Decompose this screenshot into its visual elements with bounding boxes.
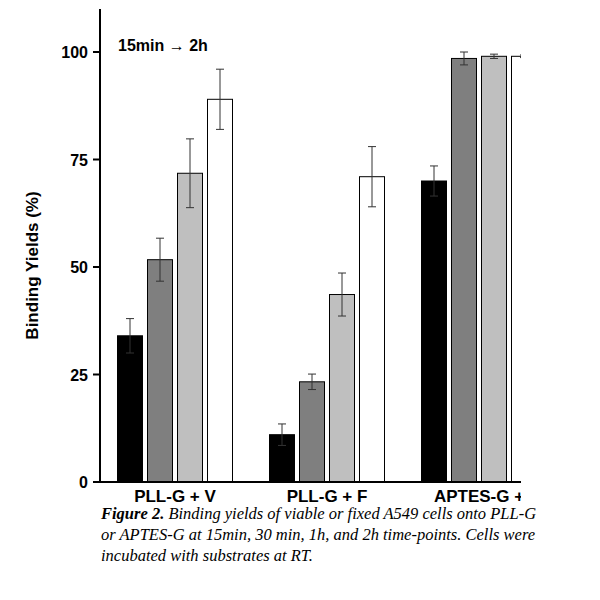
y-tick bbox=[93, 266, 100, 268]
bar bbox=[330, 295, 355, 482]
y-axis bbox=[99, 9, 101, 482]
x-tick-label: PLL-G + V bbox=[134, 487, 216, 506]
error-line bbox=[282, 424, 283, 446]
error-line bbox=[342, 273, 343, 316]
error-bar bbox=[308, 374, 316, 389]
bars bbox=[118, 52, 522, 482]
bar bbox=[360, 177, 385, 482]
error-cap bbox=[490, 54, 498, 55]
error-line bbox=[372, 147, 373, 207]
error-line bbox=[220, 69, 221, 129]
error-cap bbox=[278, 423, 286, 424]
error-bar bbox=[338, 273, 346, 316]
bar bbox=[118, 336, 143, 482]
x-tick-label: APTES-G + bbox=[434, 487, 521, 506]
caption: Figure 2. Binding yields of viable or fi… bbox=[101, 503, 549, 566]
error-bar bbox=[156, 238, 164, 281]
error-cap bbox=[308, 374, 316, 375]
error-cap bbox=[430, 165, 438, 166]
y-tick bbox=[93, 51, 100, 53]
error-bar bbox=[490, 54, 498, 58]
caption-label: Figure 2. bbox=[101, 504, 164, 523]
error-cap bbox=[460, 64, 468, 65]
bar bbox=[482, 56, 507, 482]
x-tick-label: PLL-G + F bbox=[287, 487, 368, 506]
y-axis-label: Binding Yields (%) bbox=[23, 191, 42, 339]
bar bbox=[300, 382, 325, 482]
y-tick-label: 75 bbox=[70, 152, 88, 169]
error-bar bbox=[216, 69, 224, 129]
y-tick bbox=[93, 481, 100, 483]
error-cap bbox=[216, 69, 224, 70]
caption-text: Binding yields of viable or fixed A549 c… bbox=[101, 504, 536, 565]
error-bar bbox=[520, 55, 521, 58]
error-cap bbox=[278, 445, 286, 446]
error-line bbox=[494, 54, 495, 58]
error-cap bbox=[156, 281, 164, 282]
error-cap bbox=[186, 207, 194, 208]
error-cap bbox=[520, 57, 521, 58]
error-cap bbox=[368, 146, 376, 147]
error-cap bbox=[216, 129, 224, 130]
error-line bbox=[434, 166, 435, 196]
bar bbox=[178, 173, 203, 482]
error-cap bbox=[368, 206, 376, 207]
error-cap bbox=[338, 316, 346, 317]
error-bar bbox=[460, 52, 468, 65]
error-cap bbox=[430, 196, 438, 197]
error-bar bbox=[186, 139, 194, 208]
error-cap bbox=[338, 273, 346, 274]
bar bbox=[208, 99, 233, 482]
error-cap bbox=[186, 138, 194, 139]
bar bbox=[512, 56, 522, 482]
error-bar bbox=[126, 319, 134, 353]
y-tick bbox=[93, 374, 100, 376]
error-line bbox=[312, 374, 313, 389]
error-cap bbox=[308, 389, 316, 390]
bar bbox=[148, 260, 173, 482]
error-cap bbox=[126, 318, 134, 319]
annotation: 15min → 2h bbox=[118, 37, 208, 54]
error-cap bbox=[520, 55, 521, 56]
y-tick-label: 100 bbox=[61, 44, 88, 61]
y-tick-label: 0 bbox=[79, 474, 88, 491]
error-cap bbox=[156, 238, 164, 239]
error-cap bbox=[490, 58, 498, 59]
bar bbox=[422, 181, 447, 482]
y-tick-label: 25 bbox=[70, 367, 88, 384]
error-cap bbox=[460, 52, 468, 53]
x-axis bbox=[99, 481, 521, 483]
error-line bbox=[130, 319, 131, 353]
error-bar bbox=[278, 424, 286, 446]
error-line bbox=[190, 139, 191, 208]
bar bbox=[452, 58, 477, 482]
error-line bbox=[464, 52, 465, 65]
error-cap bbox=[126, 353, 134, 354]
error-bar bbox=[368, 147, 376, 207]
y-tick bbox=[93, 159, 100, 161]
error-line bbox=[160, 238, 161, 281]
error-bar bbox=[430, 166, 438, 196]
y-tick-label: 50 bbox=[70, 259, 88, 276]
